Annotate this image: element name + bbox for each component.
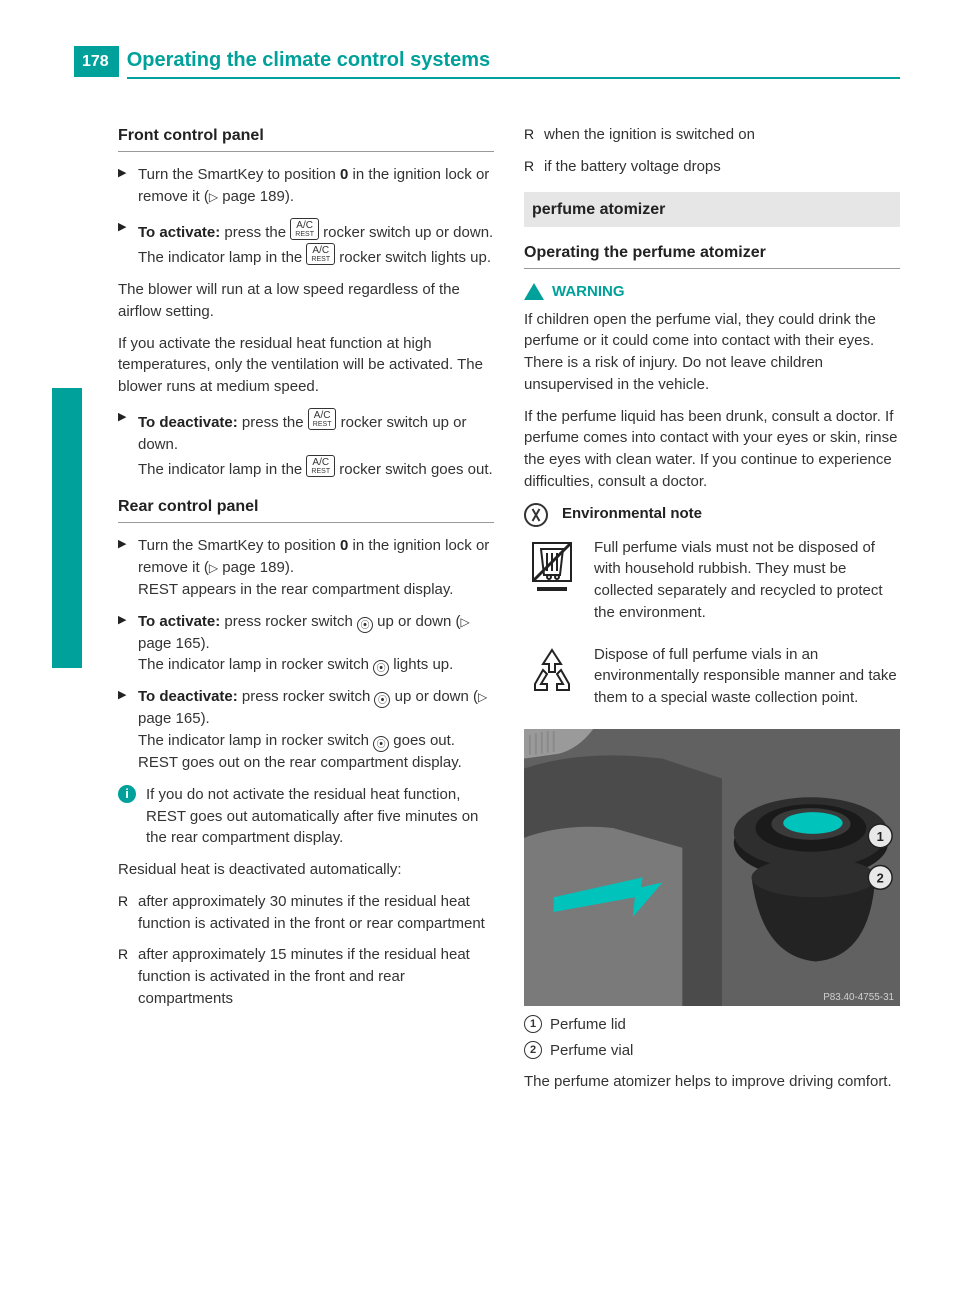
figure-perfume-atomizer: 1 2 P83.40-4755-31 — [524, 729, 900, 1006]
paragraph: If you activate the residual heat functi… — [118, 333, 494, 398]
xref-icon: ▷ — [461, 615, 470, 629]
rest-switch-icon: A/CREST — [290, 218, 319, 240]
paragraph: Full perfume vials must not be disposed … — [594, 537, 900, 624]
text: rocker switch lights up. — [335, 249, 491, 266]
text: page 165). — [138, 710, 210, 727]
text: press rocker switch — [220, 613, 357, 630]
text: The indicator lamp in the — [138, 461, 306, 478]
page-header: 178 Operating the climate control system… — [74, 46, 900, 79]
bullet-item: if the battery voltage drops — [524, 156, 900, 178]
text: page 189). — [218, 188, 294, 205]
callout-item: 2 Perfume vial — [524, 1040, 900, 1062]
bold: To activate: — [138, 613, 220, 630]
info-note: i If you do not activate the residual he… — [118, 784, 494, 849]
text: press rocker switch — [238, 688, 375, 705]
rocker-switch-icon: ⦿ — [373, 660, 389, 676]
page-title: Operating the climate control systems — [127, 46, 900, 79]
xref-icon: ▷ — [209, 190, 218, 204]
paragraph: The blower will run at a low speed regar… — [118, 279, 494, 323]
heading-rear-control-panel: Rear control panel — [118, 495, 494, 523]
svg-text:1: 1 — [877, 829, 884, 844]
proc-step: To activate: press the A/CREST rocker sw… — [118, 218, 494, 270]
rest-switch-icon: A/CREST — [306, 243, 335, 265]
text: press the — [220, 224, 290, 241]
text: The indicator lamp in rocker switch — [138, 732, 373, 749]
text: Turn the SmartKey to position — [138, 537, 340, 554]
environmental-note-row: Full perfume vials must not be disposed … — [524, 537, 900, 634]
svg-text:P83.40-4755-31: P83.40-4755-31 — [823, 992, 894, 1003]
rest-switch-icon: A/CREST — [308, 408, 337, 430]
recycle-icon — [524, 644, 580, 719]
right-column: when the ignition is switched on if the … — [524, 110, 900, 1103]
bullet-list: when the ignition is switched on if the … — [524, 124, 900, 178]
proc-step: To deactivate: press the A/CREST rocker … — [118, 408, 494, 481]
rest-switch-icon: A/CREST — [306, 455, 335, 477]
bullet-item: when the ignition is switched on — [524, 124, 900, 146]
proc-step: To deactivate: press rocker switch ⦿ up … — [118, 686, 494, 774]
procedure-list: To deactivate: press the A/CREST rocker … — [118, 408, 494, 481]
content-columns: Front control panel Turn the SmartKey to… — [118, 110, 900, 1103]
rocker-switch-icon: ⦿ — [373, 736, 389, 752]
text: The indicator lamp in rocker switch — [138, 656, 373, 673]
procedure-list: Turn the SmartKey to position 0 in the i… — [118, 535, 494, 774]
text: press the — [238, 414, 308, 431]
text: up or down ( — [373, 613, 461, 630]
bold: To deactivate: — [138, 688, 238, 705]
callout-number-icon: 1 — [524, 1015, 542, 1033]
heading-perfume-atomizer: perfume atomizer — [524, 192, 900, 227]
procedure-list: Turn the SmartKey to position 0 in the i… — [118, 164, 494, 269]
rocker-switch-icon: ⦿ — [374, 692, 390, 708]
proc-step: Turn the SmartKey to position 0 in the i… — [118, 535, 494, 600]
text: up or down ( — [390, 688, 478, 705]
rocker-switch-icon: ⦿ — [357, 617, 373, 633]
text: Perfume vial — [550, 1042, 633, 1059]
text: Turn the SmartKey to position — [138, 166, 340, 183]
text: REST appears in the rear compartment dis… — [138, 581, 453, 598]
environmental-note-row: Dispose of full perfume vials in an envi… — [524, 644, 900, 719]
text: page 189). — [218, 559, 294, 576]
paragraph: If the perfume liquid has been drunk, co… — [524, 406, 900, 493]
paragraph: Dispose of full perfume vials in an envi… — [594, 644, 900, 709]
text: If you do not activate the residual heat… — [146, 786, 478, 847]
no-household-waste-icon — [524, 537, 580, 634]
environmental-note-heading: Environmental note — [524, 503, 900, 527]
info-icon: i — [118, 785, 136, 803]
proc-step: To activate: press rocker switch ⦿ up or… — [118, 611, 494, 677]
chapter-tab-label: Climate control — [54, 504, 83, 650]
callout-number-icon: 2 — [524, 1041, 542, 1059]
heading-front-control-panel: Front control panel — [118, 124, 494, 152]
figure-svg: 1 2 P83.40-4755-31 — [524, 729, 900, 1006]
paragraph: The perfume atomizer helps to improve dr… — [524, 1071, 900, 1093]
environment-icon — [524, 503, 548, 527]
bullet-list: after approximately 30 minutes if the re… — [118, 891, 494, 1010]
xref-icon: ▷ — [478, 690, 487, 704]
bullet-item: after approximately 15 minutes if the re… — [118, 944, 494, 1009]
heading-operating-perfume: Operating the perfume atomizer — [524, 241, 900, 269]
callout-item: 1 Perfume lid — [524, 1014, 900, 1036]
text: Perfume lid — [550, 1016, 626, 1033]
text: rocker switch up or down. — [319, 224, 493, 241]
paragraph: If children open the perfume vial, they … — [524, 309, 900, 396]
left-column: Front control panel Turn the SmartKey to… — [118, 110, 494, 1103]
warning-triangle-icon — [524, 283, 544, 300]
environmental-note-label: Environmental note — [562, 503, 702, 525]
page-number: 178 — [74, 46, 119, 77]
figure-callout-list: 1 Perfume lid 2 Perfume vial — [524, 1014, 900, 1062]
bullet-item: after approximately 30 minutes if the re… — [118, 891, 494, 935]
bold: To deactivate: — [138, 414, 238, 431]
text: page 165). — [138, 635, 210, 652]
warning-label: WARNING — [552, 281, 625, 303]
bold: To activate: — [138, 224, 220, 241]
warning-heading: WARNING — [524, 281, 900, 303]
text: The indicator lamp in the — [138, 249, 306, 266]
svg-text:2: 2 — [877, 870, 884, 885]
proc-step: Turn the SmartKey to position 0 in the i… — [118, 164, 494, 208]
text: lights up. — [389, 656, 453, 673]
paragraph: Residual heat is deactivated automatical… — [118, 859, 494, 881]
text: rocker switch goes out. — [335, 461, 493, 478]
xref-icon: ▷ — [209, 561, 218, 575]
warning-block: WARNING If children open the perfume via… — [524, 281, 900, 493]
